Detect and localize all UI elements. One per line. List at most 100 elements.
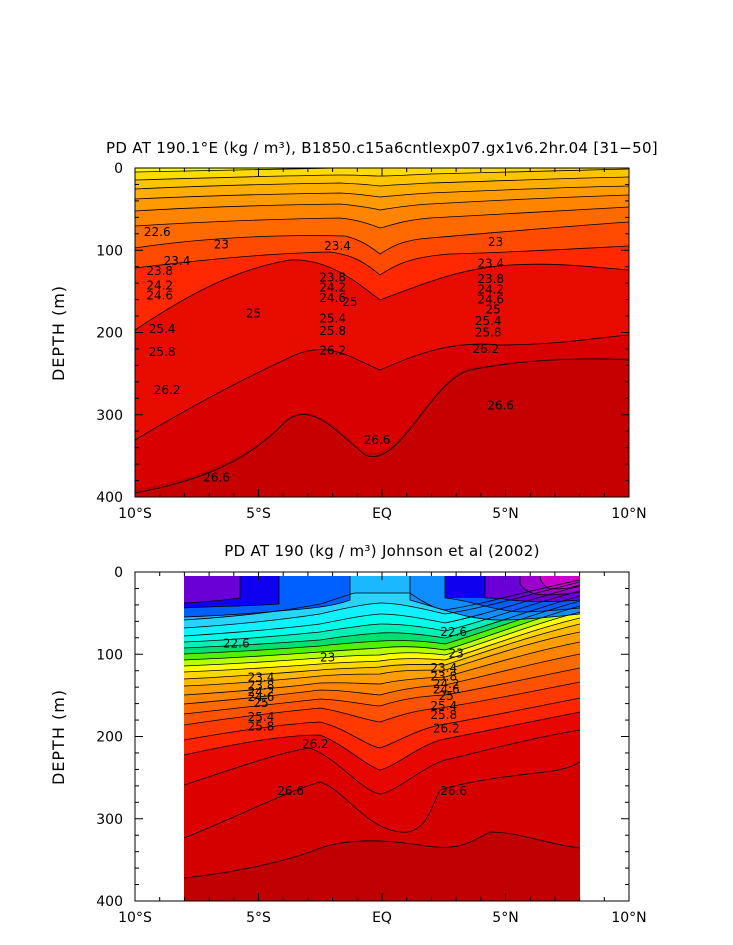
contour-label-text: 25.8	[319, 324, 346, 338]
panel-bottom-contour-label: 23	[448, 646, 463, 660]
panel-bottom-ytick-label: 200	[96, 730, 123, 746]
panel-bottom-contour-label: 23	[320, 651, 335, 665]
band-21-0	[540, 0, 629, 29]
panel-top-contour-label: 25	[486, 302, 501, 316]
panel-top-contour-lines	[135, 168, 629, 494]
contour-label-text: 23.8	[319, 270, 346, 284]
panel-bottom-contour-label: 26.2	[433, 721, 460, 735]
panel-bottom-contour-label: 25.4	[248, 710, 275, 724]
contour-label-text: 25.4	[319, 312, 346, 326]
band-23-2	[135, 70, 629, 115]
band-22-8	[135, 0, 629, 88]
panel-top-contour-label: 25.4	[475, 314, 502, 328]
panel-top-contours	[135, 0, 629, 497]
panel-top-contour-label: 22.6	[144, 225, 171, 239]
panel-top-xtick-label: 5°N	[492, 506, 518, 522]
contour-label-text: 23	[214, 237, 229, 251]
panel-bottom-contour-label: 24.6	[248, 690, 275, 704]
contour-label-text: 25.4	[475, 314, 502, 328]
contour-label-text: 24.2	[433, 677, 460, 691]
contour-label-text: 25	[253, 696, 268, 710]
panel-bottom-contour-label: 24.2	[248, 685, 275, 699]
panel-top-ytick-label: 200	[96, 326, 123, 342]
panel-bottom-contour-label: 25.8	[430, 708, 457, 722]
band-23-6	[135, 112, 629, 133]
panel-bottom-title: PD AT 190 (kg / m³) Johnson et al (2002)	[224, 542, 539, 560]
panel-top-contour-label: 25.4	[149, 322, 176, 336]
contour-label-text: 25.8	[248, 720, 275, 734]
panel-top-contour-label: 25.8	[475, 326, 502, 340]
contour-label-text: 25.4	[248, 710, 275, 724]
contour-label-text: 23.4	[324, 239, 351, 253]
panel-bottom-xtick-label: 5°S	[246, 910, 271, 926]
band-21-4	[135, 0, 184, 32]
panel-bottom: PD AT 190 (kg / m³) Johnson et al (2002)…	[49, 542, 647, 926]
panel-top-contour-label: 24.2	[146, 279, 173, 293]
band-25-8	[135, 207, 629, 254]
panel-top-contour-label: 23.8	[146, 264, 173, 278]
panel-bottom-contour-label: 26.2	[302, 737, 329, 751]
panel-top-contour-label: 24.6	[477, 293, 504, 307]
panel-top-contour-label: 26.6	[487, 399, 514, 413]
contour-label-text: 22.6	[144, 225, 171, 239]
panel-top-contour-label: 23.4	[477, 256, 504, 270]
panel-top-title: PD AT 190.1°E (kg / m³), B1850.c15a6cntl…	[106, 139, 658, 157]
panel-top-axes: 10°S 5°S EQ 5°N 10°N 0 100 200 300 400	[96, 161, 646, 522]
panel-bottom-ytick-label: 300	[96, 812, 123, 828]
panel-bottom-contour-label: 25	[439, 689, 454, 703]
contour-label-text: 26.6	[364, 433, 391, 447]
contour-label-text: 25	[342, 295, 357, 309]
panel-bottom-contour-label: 23.4	[248, 670, 275, 684]
band-26-6	[135, 335, 629, 490]
panel-top-contour-label: 26.2	[472, 342, 499, 356]
panel-top-contour-label: 24.2	[319, 280, 346, 294]
panel-bottom-contour-labels: 22.622.623 2323.423.423.823.824.224.224.6…	[223, 625, 467, 798]
panel-top-xtick-label: 10°N	[611, 506, 646, 522]
panel-top-contour-label: 23.4	[164, 254, 191, 268]
panel-top-ytick-label: 400	[96, 490, 123, 506]
contour-label-text: 24.2	[248, 685, 275, 699]
band-23-4	[135, 96, 629, 125]
contour-label-text: 25.4	[149, 322, 176, 336]
contour-label-text: 24.2	[319, 280, 346, 294]
panel-top: PD AT 190.1°E (kg / m³), B1850.c15a6cntl…	[49, 0, 658, 522]
panel-top-contour-label: 25.8	[319, 324, 346, 338]
band-22-2	[184, 576, 485, 608]
contour-label-text: 23.4	[248, 670, 275, 684]
panel-top-contour-label: 26.6	[364, 433, 391, 447]
contour-label-text: 23.4	[164, 254, 191, 268]
panel-bottom-contour-label: 23.8	[248, 679, 275, 693]
panel-top-xtick-label: 10°S	[118, 506, 152, 522]
contour-label-text: 23.8	[146, 264, 173, 278]
panel-bottom-contour-label: 22.6	[223, 637, 250, 651]
panel-bottom-contour-label: 25.4	[430, 699, 457, 713]
contour-label-text: 22.6	[223, 637, 250, 651]
panel-top-contour-label: 24.6	[146, 288, 173, 302]
panel-bottom-ytick-label: 400	[96, 894, 123, 910]
panel-top-contour-label: 25	[246, 307, 261, 321]
panel-top-contour-label: 25.4	[319, 312, 346, 326]
panel-bottom-xtick-label: EQ	[372, 910, 392, 926]
contour-label-text: 23.4	[430, 661, 457, 675]
panel-bottom-ytick-label: 0	[114, 565, 123, 581]
panel-top-contour-label: 26.2	[154, 383, 181, 397]
contour-label-text: 24.6	[433, 683, 460, 697]
panel-top-contour-label: 26.6	[203, 470, 230, 484]
contour-label-text: 24.6	[477, 293, 504, 307]
contour-label-text: 26.2	[472, 342, 499, 356]
contour-label-text: 25	[439, 689, 454, 703]
contour-label-text: 26.6	[440, 784, 467, 798]
contour-label-text: 26.6	[487, 399, 514, 413]
contour-label-text: 24.6	[146, 288, 173, 302]
panel-top-contour-label: 23.4	[324, 239, 351, 253]
panel-bottom-ytick-label: 100	[96, 647, 123, 663]
panel-bottom-contour-label: 26.6	[440, 784, 467, 798]
panel-top-contour-label: 25	[342, 295, 357, 309]
panel-top-ytick-label: 300	[96, 408, 123, 424]
panel-top-contour-label: 23.8	[319, 270, 346, 284]
contour-label-text: 26.2	[433, 721, 460, 735]
contour-label-text: 24.2	[477, 283, 504, 297]
band-25-2	[135, 177, 629, 199]
contour-label-text: 23.4	[477, 256, 504, 270]
